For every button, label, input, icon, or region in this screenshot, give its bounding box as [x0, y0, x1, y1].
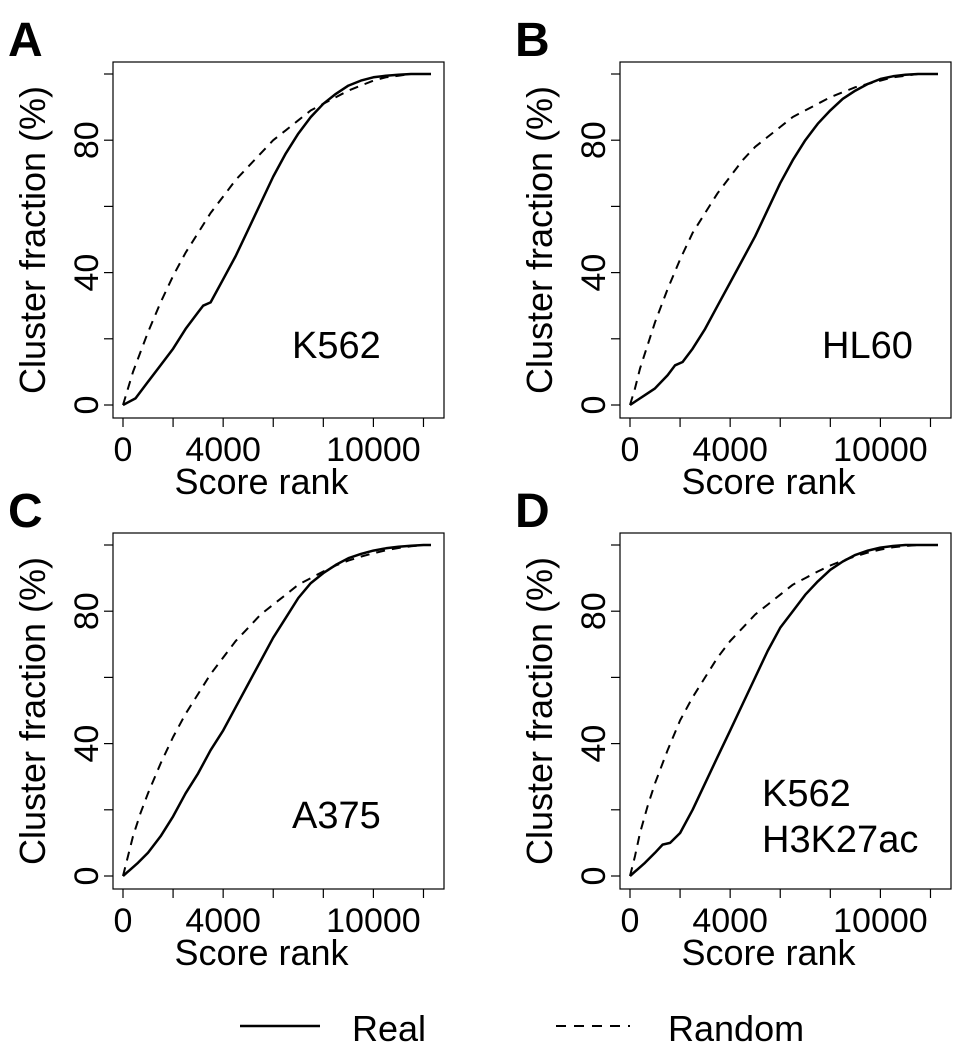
y-axis-title: Cluster fraction (%) — [519, 557, 560, 865]
panel-annotation: K562 — [762, 773, 851, 815]
panel-c: C 0 4000 10000 0 40 80 Score rank Cluster fracti… — [8, 485, 445, 973]
series-line-random — [122, 544, 431, 877]
y-tick-label: 40 — [575, 254, 613, 292]
y-tick-label: 80 — [68, 592, 106, 630]
panel-a: A 0 4000 10000 0 40 80 Score rank Cluster fracti… — [8, 14, 445, 502]
panel-annotation: A375 — [292, 795, 381, 837]
x-tick-label: 0 — [114, 431, 133, 469]
y-tick-label: 0 — [575, 396, 613, 415]
panel-letter: B — [515, 14, 550, 67]
x-tick-label: 10000 — [326, 902, 421, 940]
x-tick-label: 0 — [621, 431, 640, 469]
panel-annotation: HL60 — [822, 325, 913, 367]
x-axis-title: Score rank — [681, 461, 856, 502]
y-tick-label: 80 — [68, 121, 106, 159]
y-axis-title: Cluster fraction (%) — [12, 557, 53, 865]
x-tick-label: 10000 — [833, 902, 928, 940]
series-line-random — [629, 73, 938, 406]
legend-real-label: Real — [352, 1008, 426, 1044]
y-tick-label: 0 — [68, 867, 106, 886]
panel-annotation: H3K27ac — [762, 819, 918, 861]
x-tick-label: 4000 — [185, 902, 261, 940]
plot-frame — [112, 61, 445, 419]
y-tick-label: 40 — [575, 725, 613, 763]
x-tick-label: 0 — [621, 902, 640, 940]
x-tick-label: 4000 — [692, 431, 768, 469]
series-line-real — [629, 72, 938, 407]
y-tick-label: 0 — [68, 396, 106, 415]
y-axis-title: Cluster fraction (%) — [12, 86, 53, 394]
series-line-real — [122, 72, 431, 407]
x-tick-label: 4000 — [692, 902, 768, 940]
panel-d: D 0 4000 10000 0 40 80 Score rank Cluster fracti… — [515, 485, 952, 973]
legend-random-label: Random — [668, 1008, 804, 1044]
series-line-random — [629, 544, 938, 877]
x-tick-label: 10000 — [326, 431, 421, 469]
plot-frame — [619, 61, 952, 419]
y-tick-label: 80 — [575, 592, 613, 630]
series-line-real — [122, 543, 431, 877]
y-axis-title: Cluster fraction (%) — [519, 86, 560, 394]
panel-letter: C — [8, 485, 43, 538]
x-tick-label: 0 — [114, 902, 133, 940]
series-line-real — [629, 543, 938, 877]
x-tick-label: 4000 — [185, 431, 261, 469]
y-tick-label: 80 — [575, 121, 613, 159]
y-tick-label: 40 — [68, 725, 106, 763]
x-axis-title: Score rank — [174, 932, 349, 973]
x-axis-title: Score rank — [681, 932, 856, 973]
panel-letter: A — [8, 14, 43, 67]
plot-frame — [112, 532, 445, 890]
y-tick-label: 0 — [575, 867, 613, 886]
x-tick-label: 10000 — [833, 431, 928, 469]
plot-frame — [619, 532, 952, 890]
y-tick-label: 40 — [68, 254, 106, 292]
x-axis-title: Score rank — [174, 461, 349, 502]
panel-annotation: K562 — [292, 325, 381, 367]
panel-letter: D — [515, 485, 550, 538]
panel-b: B 0 4000 10000 0 40 80 Score rank Cluster fracti… — [515, 14, 952, 502]
legend: Real Random — [240, 1008, 804, 1044]
